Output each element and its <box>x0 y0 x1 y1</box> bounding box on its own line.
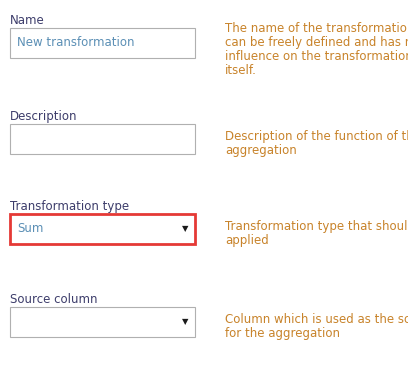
Text: New transformation: New transformation <box>17 37 135 50</box>
Text: itself.: itself. <box>225 64 257 77</box>
Bar <box>10 307 195 337</box>
Text: Column which is used as the source: Column which is used as the source <box>225 313 408 326</box>
Text: ▼: ▼ <box>182 224 188 234</box>
Text: Name: Name <box>10 14 45 27</box>
Text: The name of the transformation. It: The name of the transformation. It <box>225 22 408 35</box>
Text: Sum: Sum <box>17 223 43 235</box>
Text: influence on the transformation: influence on the transformation <box>225 50 408 63</box>
Text: applied: applied <box>225 234 269 247</box>
Bar <box>10 28 195 58</box>
Text: for the aggregation: for the aggregation <box>225 327 340 340</box>
Text: Source column: Source column <box>10 293 98 306</box>
Text: Transformation type that should be: Transformation type that should be <box>225 220 408 233</box>
Text: Description: Description <box>10 110 78 123</box>
Bar <box>10 124 195 154</box>
Text: can be freely defined and has no: can be freely defined and has no <box>225 36 408 49</box>
Text: ▼: ▼ <box>182 317 188 327</box>
Text: aggregation: aggregation <box>225 144 297 157</box>
Text: Description of the function of the: Description of the function of the <box>225 130 408 143</box>
Text: Transformation type: Transformation type <box>10 200 129 213</box>
Bar <box>10 214 195 244</box>
